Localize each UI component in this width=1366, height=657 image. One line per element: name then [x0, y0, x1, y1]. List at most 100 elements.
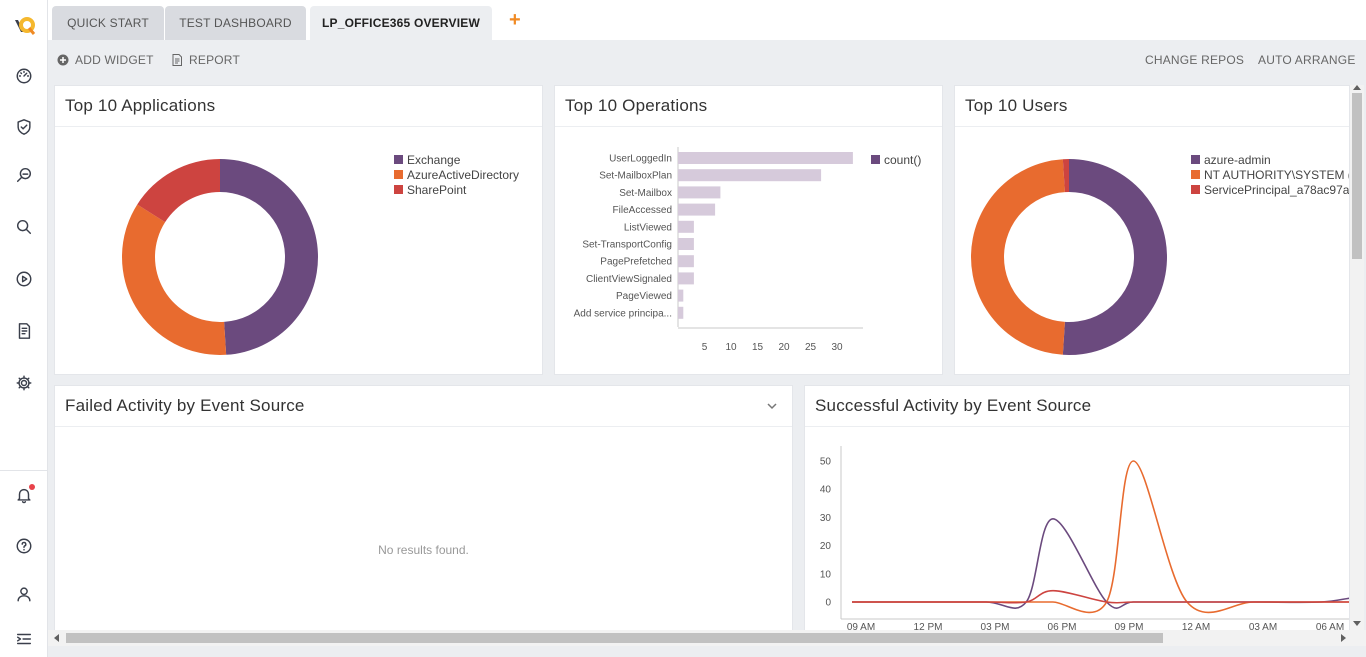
legend-label: count() [884, 152, 922, 167]
bar[interactable] [678, 238, 694, 250]
donut-slice-exchange[interactable] [220, 159, 319, 355]
y-tick-label: 0 [825, 598, 831, 609]
users-donut-chart [970, 159, 1167, 355]
donut-slice-azure-admin[interactable] [1062, 159, 1167, 355]
scroll-up-arrow[interactable] [1353, 85, 1361, 90]
bar-category-label: PageViewed [616, 291, 672, 302]
line-series-red[interactable] [852, 589, 1350, 604]
logo-icon[interactable] [12, 14, 36, 38]
bar[interactable] [678, 152, 853, 164]
legend-item[interactable]: azure-admin [1191, 152, 1349, 167]
bar-category-label: UserLoggedIn [609, 154, 672, 165]
line-series-orange[interactable] [852, 460, 1350, 614]
legend-swatch [1191, 185, 1200, 194]
report-button[interactable]: REPORT [171, 53, 240, 67]
bar-category-label: Set-TransportConfig [582, 240, 672, 251]
bar[interactable] [678, 306, 684, 319]
plus-circle-icon [57, 54, 69, 66]
bell-icon[interactable] [14, 484, 35, 505]
legend-item[interactable]: NT AUTHORITY\SYSTEM (M [1191, 167, 1350, 182]
legend-label: NT AUTHORITY\SYSTEM (M [1204, 167, 1350, 182]
report-icon[interactable] [14, 321, 34, 341]
bar-category-label: Add service principa... [574, 308, 672, 319]
legend-label: AzureActiveDirectory [407, 167, 520, 182]
add-widget-button[interactable]: ADD WIDGET [57, 53, 154, 67]
report-label: REPORT [189, 53, 240, 67]
widget-header-divider [555, 126, 942, 127]
menu-collapse-icon[interactable] [14, 629, 34, 649]
x-tick-label: 06 AM [1316, 622, 1344, 633]
user-icon[interactable] [14, 584, 34, 604]
gear-icon[interactable] [14, 373, 34, 393]
bar[interactable] [678, 289, 684, 302]
widget-header-divider [55, 126, 542, 127]
dashboard-toolbar: ADD WIDGET REPORT CHANGE REPOS AUTO ARRA… [48, 40, 1366, 80]
donut-slice-nt-authority-system-m[interactable] [970, 159, 1065, 355]
donut-slice-sharepoint[interactable] [137, 159, 220, 223]
dashboard-icon[interactable] [14, 66, 34, 86]
left-sidebar [0, 0, 48, 657]
horizontal-scrollbar[interactable] [48, 630, 1366, 646]
legend-swatch [1191, 170, 1200, 179]
legend-swatch [394, 185, 403, 194]
x-tick-label: 09 AM [847, 622, 875, 633]
bar[interactable] [678, 169, 822, 182]
legend-label: azure-admin [1204, 152, 1271, 167]
scroll-right-arrow[interactable] [1341, 634, 1346, 642]
x-tick-label: 15 [752, 342, 764, 353]
widget-header-divider [55, 426, 792, 427]
vertical-scrollbar[interactable] [1350, 85, 1364, 630]
widget-failed-activity: Failed Activity by Event Source No resul… [54, 385, 793, 635]
users-legend: azure-admin NT AUTHORITY\SYSTEM (M Service… [1191, 152, 1350, 197]
bar[interactable] [678, 203, 716, 216]
legend-swatch [394, 170, 403, 179]
scroll-down-arrow[interactable] [1353, 621, 1361, 626]
sidebar-divider [0, 470, 48, 471]
tab-test-dashboard[interactable]: TEST DASHBOARD [165, 6, 306, 40]
legend-item[interactable]: ServicePrincipal_a78ac97a-c [1191, 182, 1349, 197]
legend-item[interactable]: AzureActiveDirectory [394, 167, 519, 182]
bar[interactable] [678, 255, 694, 268]
legend-swatch [1191, 155, 1200, 164]
x-tick-label: 03 PM [981, 622, 1010, 633]
donut-slice-serviceprincipal-a78ac97a-c[interactable] [1062, 159, 1069, 193]
y-tick-label: 10 [820, 569, 832, 580]
play-icon[interactable] [14, 269, 34, 289]
widget-top-operations: Top 10 Operations UserLoggedIn Set-Mailbo… [554, 85, 943, 375]
scroll-left-arrow[interactable] [54, 634, 59, 642]
horizontal-scroll-thumb[interactable] [66, 633, 1163, 643]
shield-icon[interactable] [14, 117, 34, 137]
bar-category-label: ListViewed [624, 222, 672, 233]
legend-item[interactable]: count() [871, 152, 921, 167]
widget-header-divider [955, 126, 1349, 127]
add-tab-button[interactable]: + [509, 9, 521, 31]
bar[interactable] [678, 272, 694, 285]
bar[interactable] [678, 186, 721, 199]
help-icon[interactable] [14, 536, 34, 556]
chevron-down-icon[interactable] [766, 400, 778, 412]
y-tick-label: 30 [820, 513, 832, 524]
widget-title: Top 10 Operations [565, 96, 708, 115]
legend-item[interactable]: Exchange [394, 152, 519, 167]
legend-item[interactable]: SharePoint [394, 182, 519, 197]
widget-title: Successful Activity by Event Source [815, 396, 1092, 415]
widget-title: Top 10 Users [965, 96, 1068, 115]
search-icon[interactable] [14, 217, 34, 237]
legend-swatch [871, 155, 880, 164]
legend-swatch [394, 155, 403, 164]
tab-lp-office365-overview[interactable]: LP_OFFICE365 OVERVIEW [310, 6, 492, 40]
bar-category-label: Set-MailboxPlan [599, 171, 672, 182]
investigate-icon[interactable] [14, 165, 34, 185]
bar-category-label: FileAccessed [613, 205, 672, 216]
donut-slice-azureactivedirectory[interactable] [122, 204, 227, 355]
bar[interactable] [678, 220, 694, 233]
change-repos-button[interactable]: CHANGE REPOS [1145, 53, 1245, 67]
auto-arrange-button[interactable]: AUTO ARRANGE [1258, 53, 1356, 67]
x-tick-label: 12 AM [1182, 622, 1210, 633]
vertical-scroll-thumb[interactable] [1352, 93, 1362, 259]
operations-legend: count() [871, 152, 921, 167]
line-series-purple[interactable] [852, 518, 1350, 609]
bar-category-label: ClientViewSignaled [586, 274, 672, 285]
widget-title: Top 10 Applications [65, 96, 216, 115]
tab-quick-start[interactable]: QUICK START [52, 6, 164, 40]
